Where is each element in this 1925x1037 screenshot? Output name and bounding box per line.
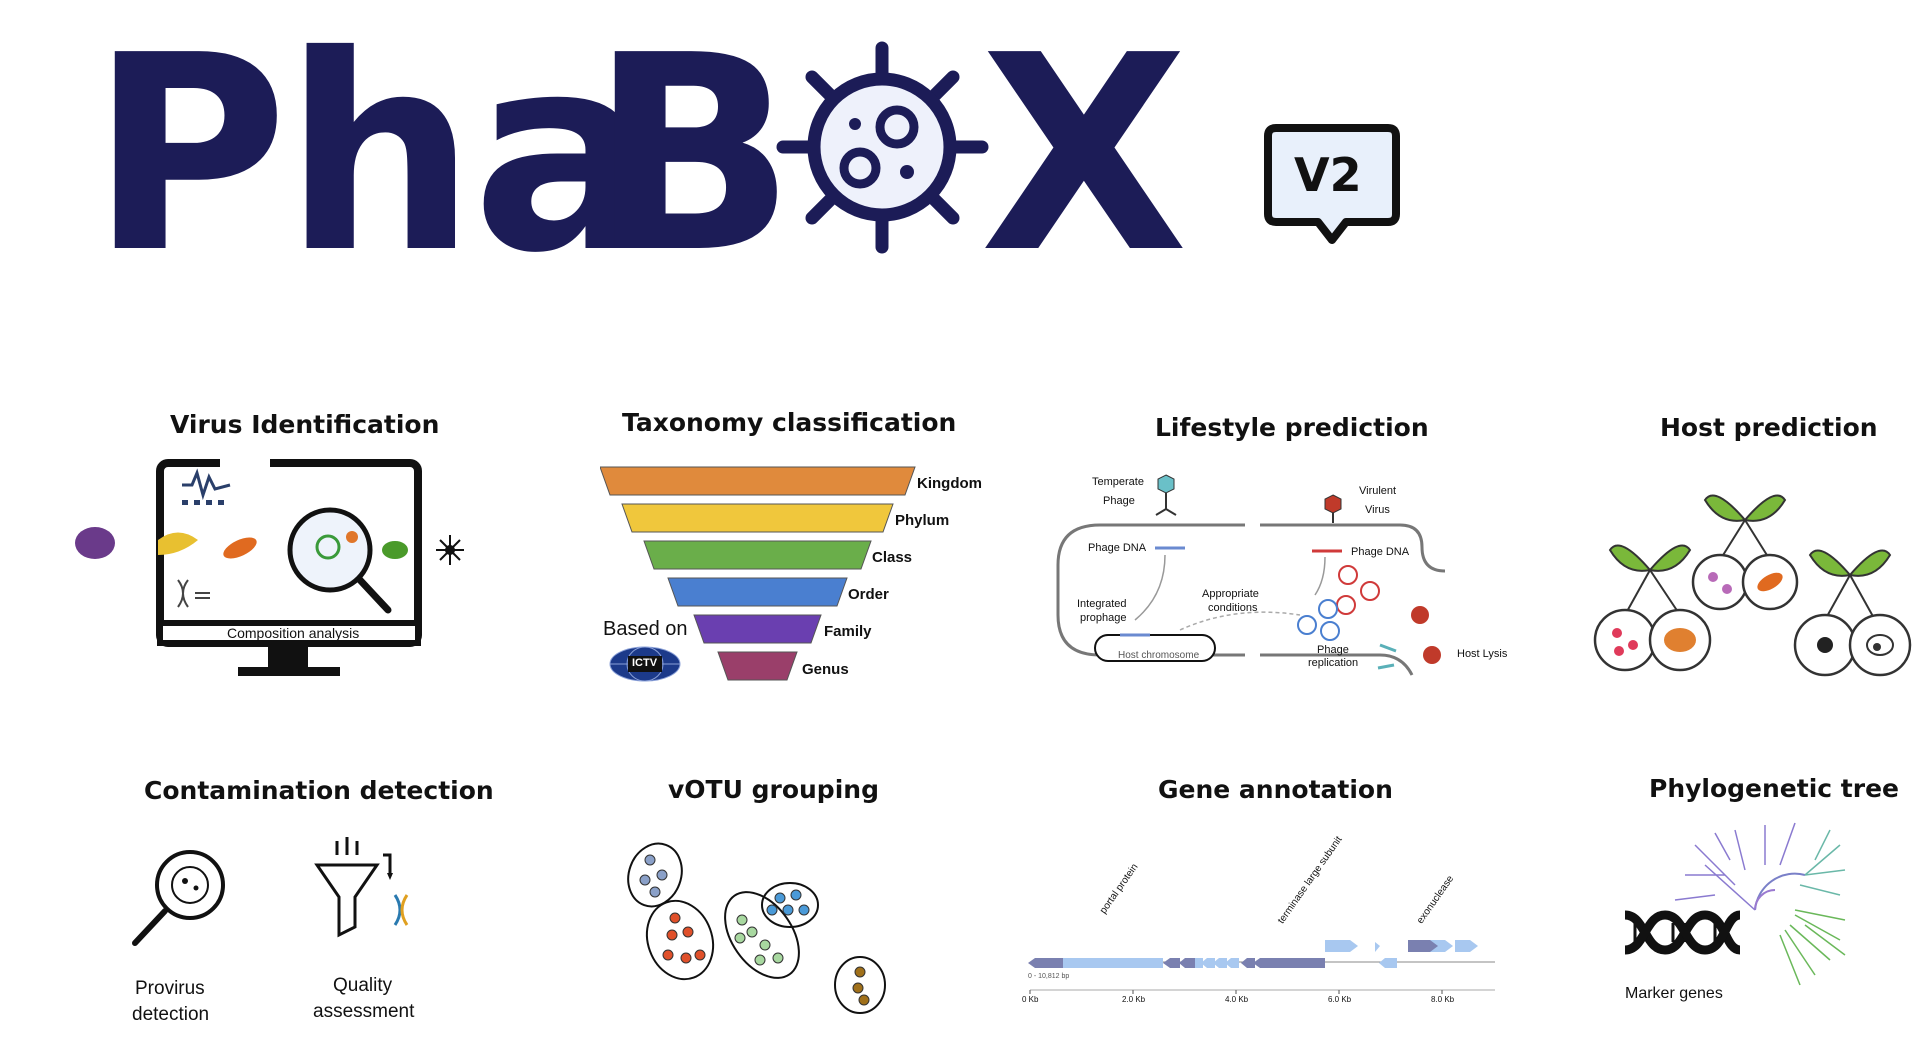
votu-clusters <box>627 842 886 1014</box>
gene-map <box>1028 940 1495 994</box>
virus-logo-icon <box>776 41 989 254</box>
based-on-label: Based on <box>603 618 688 640</box>
phage-replication-label-1: Phage <box>1317 644 1349 656</box>
lifestyle-diagram <box>1056 474 1446 676</box>
host-prediction-illustration <box>1593 494 1912 677</box>
virus-identification-title: Virus Identification <box>170 410 440 439</box>
phylo-title: Phylogenetic tree <box>1649 774 1899 803</box>
host-chromosome <box>1094 634 1216 662</box>
leaf-icon <box>1703 494 1747 522</box>
rank-class: Class <box>872 549 913 566</box>
gene-range-label: 0 - 10,812 bp <box>1028 973 1070 980</box>
logo-text-x: X <box>980 0 1188 312</box>
taxonomy-title: Taxonomy classification <box>622 408 957 437</box>
provirus-label-2: detection <box>132 1004 210 1025</box>
appropriate-label: Appropriate <box>1202 588 1259 600</box>
monitor-neck <box>268 647 308 667</box>
gene-title: Gene annotation <box>1158 775 1393 804</box>
funnel-genus <box>717 651 798 681</box>
funnel-phylum <box>621 503 894 533</box>
funnel-icon <box>314 863 380 938</box>
phage-dna-left-label: Phage DNA <box>1088 542 1147 554</box>
virus-identification-illustration <box>75 458 464 676</box>
terminase-gene <box>1253 958 1325 968</box>
temperate-label: Temperate <box>1092 476 1144 488</box>
prophage-label: prophage <box>1080 612 1127 624</box>
funnel-family <box>693 614 822 644</box>
taxonomy-funnel <box>600 466 916 681</box>
quality-label-2: assessment <box>313 1001 415 1022</box>
funnel-class <box>643 540 872 570</box>
rank-phylum: Phylum <box>895 512 950 529</box>
provirus-label-1: Provirus <box>135 978 205 999</box>
ictv-globe-icon <box>609 646 681 682</box>
composition-analysis-label: Composition analysis <box>227 625 360 641</box>
axis-tick-6: 6.0 Kb <box>1328 995 1352 1004</box>
rank-kingdom: Kingdom <box>917 475 982 492</box>
temperate-phage-label: Phage <box>1103 495 1135 507</box>
host-title: Host prediction <box>1660 413 1878 442</box>
rank-order: Order <box>848 586 889 603</box>
lifestyle-title: Lifestyle prediction <box>1155 413 1429 442</box>
version-label: V2 <box>1294 148 1362 202</box>
virulent-virus-label: Virus <box>1365 504 1390 516</box>
votu-title: vOTU grouping <box>668 775 879 804</box>
axis-tick-0: 0 Kb <box>1022 995 1039 1004</box>
cluster-ellipse <box>627 842 683 908</box>
contamination-illustration <box>132 837 409 946</box>
version-badge-icon <box>1264 124 1400 244</box>
marker-genes-label: Marker genes <box>1625 985 1723 1002</box>
monitor-base <box>238 667 340 676</box>
portal-protein-gene <box>1055 958 1163 968</box>
virulent-label: Virulent <box>1359 485 1397 497</box>
host-chromosome-label: Host chromosome <box>1118 650 1200 661</box>
funnel-order <box>667 577 848 607</box>
conditions-label: conditions <box>1208 602 1258 614</box>
ictv-label: ICTV <box>632 657 658 669</box>
host-lysis-label: Host Lysis <box>1457 648 1508 660</box>
logo-text-b: B <box>590 0 796 312</box>
axis-tick-4: 4.0 Kb <box>1225 995 1249 1004</box>
logo-text-pha: Pha <box>90 0 654 312</box>
axis-tick-2: 2.0 Kb <box>1122 995 1146 1004</box>
integrated-label: Integrated <box>1077 598 1127 610</box>
phage-dna-right-label: Phage DNA <box>1351 546 1410 558</box>
magnifier-icon <box>287 507 373 593</box>
rank-genus: Genus <box>802 661 849 678</box>
rank-family: Family <box>824 623 872 640</box>
phage-replication-label-2: replication <box>1308 657 1359 669</box>
phylogenetic-tree <box>1624 822 1846 986</box>
funnel-kingdom <box>600 466 916 496</box>
contamination-title: Contamination detection <box>144 776 494 805</box>
quality-label-1: Quality <box>333 975 393 996</box>
provirus-magnifier-icon <box>155 850 225 920</box>
axis-tick-8: 8.0 Kb <box>1431 995 1455 1004</box>
